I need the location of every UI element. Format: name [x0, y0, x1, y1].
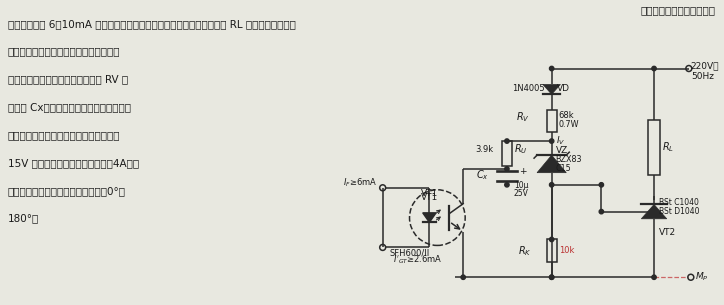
Bar [648, 120, 660, 175]
Text: $C_x$: $C_x$ [476, 168, 489, 182]
Text: 二极管内流过 6～10mA 电流，则光敏三极管导通、使晶闸管导通，负载 RL 上有电流通过；反: 二极管内流过 6～10mA 电流，则光敏三极管导通、使晶闸管导通，负载 RL 上… [8, 19, 296, 29]
Circle shape [550, 66, 554, 71]
Polygon shape [543, 84, 560, 94]
Text: 10μ: 10μ [514, 181, 529, 190]
Circle shape [652, 275, 656, 279]
Bar [502, 141, 512, 166]
Text: $R_U$: $R_U$ [514, 142, 528, 156]
Text: 给光敏三极管提供直流电源，电阻 RV 串: 给光敏三极管提供直流电源，电阻 RV 串 [8, 74, 128, 84]
Text: VZ: VZ [555, 145, 568, 155]
Text: 1N4005: 1N4005 [512, 84, 544, 93]
Text: 3.9k: 3.9k [475, 145, 493, 153]
Text: 0.7W: 0.7W [559, 120, 579, 129]
Text: 68k: 68k [559, 111, 574, 120]
Polygon shape [641, 204, 667, 219]
Text: $R_V$: $R_V$ [516, 110, 530, 124]
Text: VT2: VT2 [659, 228, 676, 237]
Text: $I'_{GT}$≥2.6mA: $I'_{GT}$≥2.6mA [392, 253, 442, 266]
Circle shape [505, 139, 509, 143]
Text: 220V～: 220V～ [691, 61, 720, 70]
Circle shape [505, 167, 509, 171]
Text: 25V: 25V [514, 189, 529, 198]
Circle shape [599, 210, 604, 214]
Text: 电路中如果光电耦合器发光: 电路中如果光电耦合器发光 [641, 5, 715, 15]
Text: 50Hz: 50Hz [691, 72, 714, 81]
Circle shape [550, 237, 554, 242]
Text: $M_P$: $M_P$ [695, 271, 708, 283]
Text: VT1: VT1 [421, 193, 438, 202]
Circle shape [461, 275, 466, 279]
Text: C15: C15 [555, 164, 571, 174]
Circle shape [550, 183, 554, 187]
Polygon shape [423, 213, 436, 222]
Text: +: + [519, 167, 526, 176]
Text: $R_L$: $R_L$ [662, 141, 674, 154]
Text: BSt C1040: BSt C1040 [659, 198, 699, 207]
Circle shape [550, 275, 554, 279]
Bar [547, 110, 557, 132]
Circle shape [652, 66, 656, 71]
Text: 之则无电流流过负载。电路中二极管用于: 之则无电流流过负载。电路中二极管用于 [8, 47, 120, 57]
Bar [547, 239, 557, 262]
Circle shape [599, 183, 604, 187]
Text: 联电容 Cx，用于在电源负半周时储存控制: 联电容 Cx，用于在电源负半周时储存控制 [8, 102, 131, 112]
Text: VD: VD [557, 84, 570, 93]
Circle shape [505, 183, 509, 187]
Text: VT1: VT1 [421, 189, 438, 198]
Text: 10k: 10k [559, 246, 574, 255]
Text: 180°。: 180°。 [8, 214, 39, 224]
Text: SFH600/II: SFH600/II [390, 249, 429, 258]
Text: $I_V$: $I_V$ [555, 135, 565, 147]
Text: $R_K$: $R_K$ [518, 244, 532, 258]
Text: 15V 电压。该电路最大开关电流为4A（纯: 15V 电压。该电路最大开关电流为4A（纯 [8, 158, 139, 168]
Circle shape [550, 139, 554, 143]
Polygon shape [537, 155, 566, 173]
Circle shape [550, 275, 554, 279]
Text: BSt D1040: BSt D1040 [659, 207, 699, 216]
Text: 电阻负载时），晶闸管移相角范围为0°～: 电阻负载时），晶闸管移相角范围为0°～ [8, 186, 126, 196]
Text: 能量。稳压管用于使光敏三极管有稳定的: 能量。稳压管用于使光敏三极管有稳定的 [8, 130, 120, 140]
Text: BZX83: BZX83 [555, 156, 582, 164]
Text: $I_F$≥6mA: $I_F$≥6mA [343, 177, 378, 189]
